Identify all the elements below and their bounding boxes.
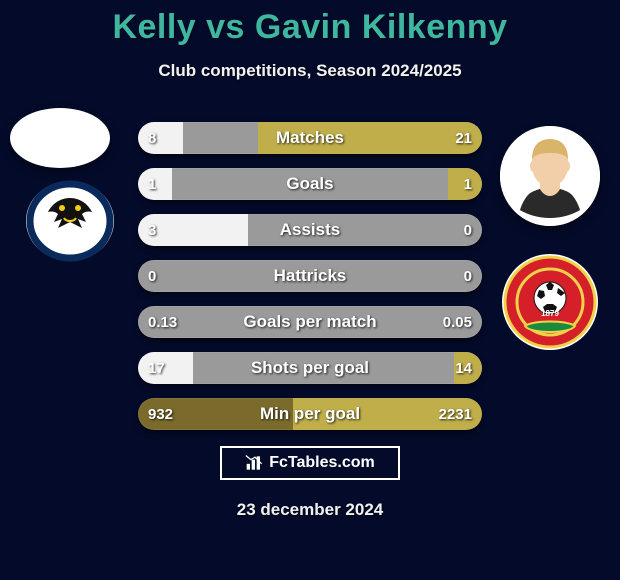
stat-value-left: 932 (148, 398, 173, 430)
bar-chart-icon (245, 454, 265, 472)
stat-bars: Matches821Goals11Assists30Hattricks00Goa… (138, 122, 482, 444)
player-left-photo (10, 108, 110, 168)
date-text: 23 december 2024 (0, 500, 620, 520)
stat-right-fill (454, 352, 482, 384)
svg-text:1879: 1879 (541, 309, 559, 318)
stat-left-fill (138, 122, 183, 154)
stat-row: Hattricks0 0 (138, 260, 482, 292)
stat-row: Min per goal9322231 (138, 398, 482, 430)
stat-row: Assists30 (138, 214, 482, 246)
page-title: Kelly vs Gavin Kilkenny (0, 0, 620, 47)
stat-value-left: 0 (148, 260, 156, 292)
site-logo: FcTables.com (220, 446, 400, 480)
stat-label: Hattricks (138, 260, 482, 292)
stat-value-left: 0.13 (148, 306, 177, 338)
stat-value-right: 0.05 (443, 306, 472, 338)
subtitle: Club competitions, Season 2024/2025 (0, 61, 620, 81)
stat-label: Goals (138, 168, 482, 200)
site-logo-text: FcTables.com (269, 454, 375, 472)
stat-right-fill (258, 122, 482, 154)
stat-row: Goals11 (138, 168, 482, 200)
club-badge-right: 1879 (500, 252, 600, 352)
stat-row: Goals per match0.13 0.05 (138, 306, 482, 338)
stat-label: Goals per match (138, 306, 482, 338)
stat-right-fill (293, 398, 482, 430)
player-right-photo (500, 126, 600, 226)
stat-row: Matches821 (138, 122, 482, 154)
stat-left-fill (138, 214, 248, 246)
stat-value-right: 0 (464, 260, 472, 292)
stat-right-fill (448, 168, 482, 200)
avatar-icon (500, 126, 600, 226)
stat-left-fill (138, 168, 172, 200)
stat-value-right: 0 (464, 214, 472, 246)
stat-left-fill (138, 352, 193, 384)
club-badge-left (20, 178, 120, 264)
stat-row: Shots per goal1714 (138, 352, 482, 384)
